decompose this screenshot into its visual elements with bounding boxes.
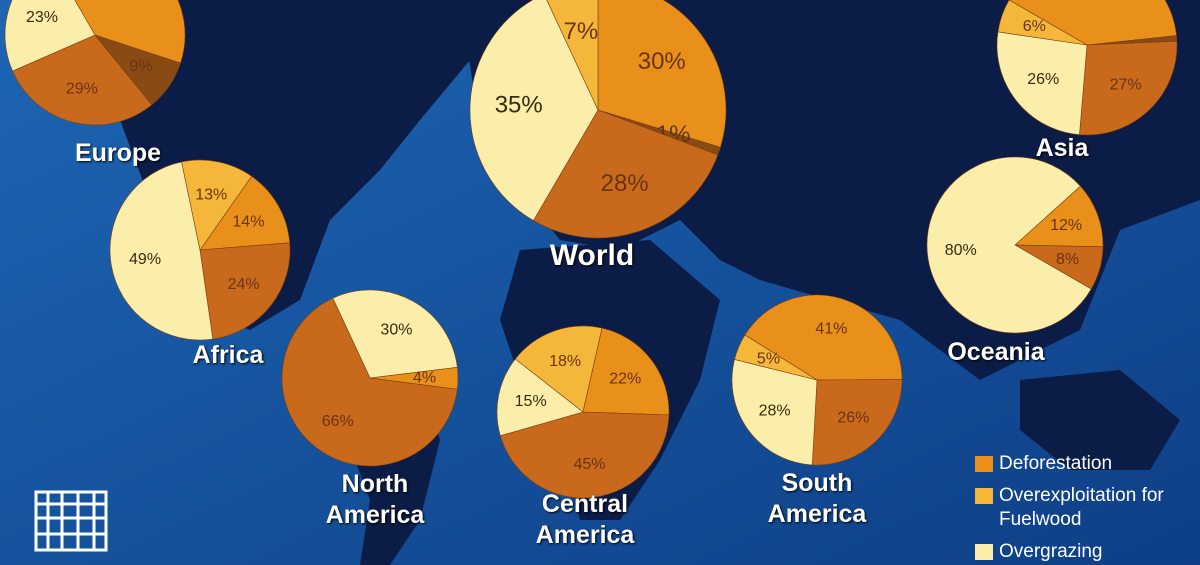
slice-label: 49% xyxy=(129,251,161,268)
pie-slice xyxy=(74,0,186,64)
slice-label: 27% xyxy=(1110,76,1142,93)
legend-label: Overgrazing xyxy=(999,541,1103,562)
slice-label: 30% xyxy=(380,321,412,338)
pie-slice xyxy=(734,334,818,381)
pie: 30% 4% 66% xyxy=(281,289,459,467)
pie: 27% 26% 6% xyxy=(996,0,1178,136)
slice-label: 7% xyxy=(564,18,599,45)
slice-label: 35% xyxy=(495,92,543,119)
legend: Deforestation Overexploitation for Fuelwo… xyxy=(975,452,1195,565)
pie-title: Central America xyxy=(535,490,635,549)
slice-label: 13% xyxy=(195,187,227,204)
slice-label: 5% xyxy=(757,351,780,368)
slice-label: 9% xyxy=(129,58,152,75)
pie: 14% 24% 49% 13% xyxy=(109,159,291,341)
slice-label: 26% xyxy=(1027,71,1059,88)
pie-slice xyxy=(4,0,96,72)
slice-label: 28% xyxy=(759,402,791,419)
pie: 18% 22% 45% 15% xyxy=(496,325,670,499)
pie-title: Asia xyxy=(1035,134,1089,162)
legend-entry: Overexploitation for Fuelwood xyxy=(975,484,1195,532)
legend-swatch xyxy=(975,456,993,472)
pie-slice xyxy=(1079,40,1178,136)
pie-title: Africa xyxy=(192,341,264,369)
pie-slice xyxy=(1014,185,1104,248)
legend-swatch xyxy=(975,488,993,504)
pie-slice xyxy=(582,327,670,416)
pie-slice xyxy=(469,0,599,221)
pie-title: North America xyxy=(325,470,425,529)
pie-slice xyxy=(997,0,1088,46)
legend-entry: Overgrazing xyxy=(975,540,1195,564)
slice-label: 26% xyxy=(837,409,869,426)
pie-slice xyxy=(731,359,818,466)
legend-label: Deforestation xyxy=(999,453,1113,474)
slice-label: 15% xyxy=(515,393,547,410)
slice-label: 4% xyxy=(413,369,436,386)
pie: 12% 8% 80% xyxy=(926,156,1104,334)
legend-label: Overexploitation for Fuelwood xyxy=(999,485,1164,530)
pie-slice xyxy=(546,0,599,111)
pie-slice xyxy=(332,289,458,379)
slice-label: 30% xyxy=(638,48,686,75)
slice-label: 28% xyxy=(601,170,649,197)
pie-title: Oceania xyxy=(947,338,1045,366)
pie-slice xyxy=(181,159,253,251)
slice-label: 14% xyxy=(232,213,264,230)
pie-slice xyxy=(499,411,670,499)
pie: 9% 29% 23% xyxy=(4,0,186,126)
pie-slice xyxy=(744,294,903,381)
pie-slice xyxy=(926,156,1092,334)
pie-slice xyxy=(597,0,727,148)
logo xyxy=(34,490,108,552)
slice-label: 80% xyxy=(945,242,977,259)
slice-label: 41% xyxy=(815,321,847,338)
pie-title: World xyxy=(549,239,635,272)
pie-slice xyxy=(199,175,291,251)
pie-slice xyxy=(109,161,214,341)
legend-entry: Deforestation xyxy=(975,452,1195,476)
slice-label: 6% xyxy=(1023,18,1046,35)
pie-slice xyxy=(12,34,153,126)
pie-slice xyxy=(811,379,903,466)
slice-label: 23% xyxy=(26,9,58,26)
slice-label: 45% xyxy=(573,456,605,473)
slice-label: 66% xyxy=(322,413,354,430)
slice-label: 24% xyxy=(228,276,260,293)
pie-title: Europe xyxy=(74,139,162,167)
slice-label: 29% xyxy=(66,80,98,97)
slice-label: 22% xyxy=(609,371,641,388)
pie-slice xyxy=(281,297,458,467)
pie-slice xyxy=(1008,0,1177,46)
pie-slice xyxy=(199,242,291,340)
pie-slice xyxy=(514,325,603,413)
slice-label: 8% xyxy=(1056,251,1079,268)
pie: 30%1%28%35%7% xyxy=(469,0,727,239)
pie: 41% 26% 28% 5% xyxy=(731,294,903,466)
slice-label: 18% xyxy=(549,353,581,370)
pie-slice xyxy=(496,358,584,437)
legend-swatch xyxy=(975,544,993,560)
pie-title: South America xyxy=(767,469,867,528)
slice-label: 12% xyxy=(1050,217,1082,234)
pie-slice xyxy=(996,31,1088,136)
